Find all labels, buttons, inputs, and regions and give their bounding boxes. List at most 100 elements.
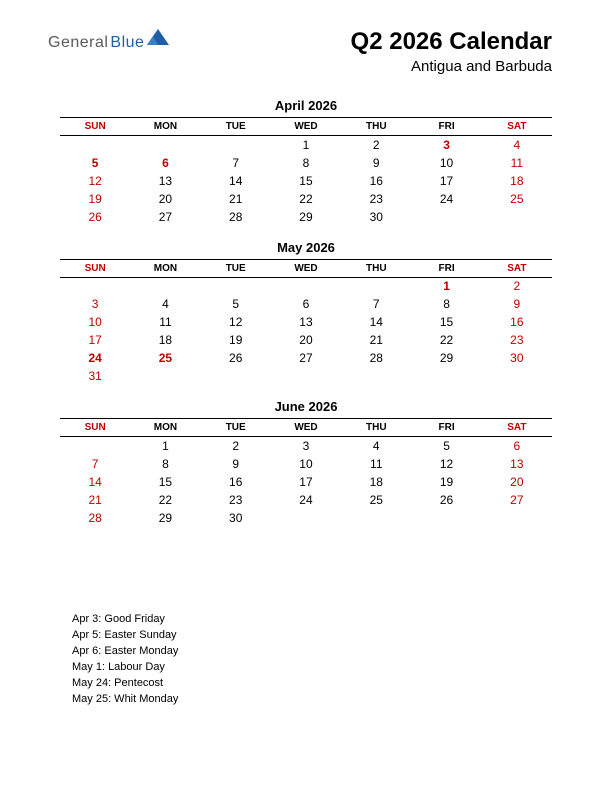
day-header: FRI	[411, 259, 481, 277]
calendar-cell: 31	[60, 367, 130, 385]
logo-text-blue: Blue	[110, 34, 144, 52]
calendar-cell	[271, 277, 341, 295]
calendar-cell: 11	[341, 455, 411, 473]
calendar-cell: 25	[482, 190, 552, 208]
calendar-cell: 16	[341, 172, 411, 190]
calendar-row: 17181920212223	[60, 331, 552, 349]
calendar-cell: 4	[482, 136, 552, 154]
calendar-cell: 17	[411, 172, 481, 190]
calendar-row: 24252627282930	[60, 349, 552, 367]
calendar-cell	[411, 509, 481, 527]
calendar-cell	[271, 509, 341, 527]
day-header: SAT	[482, 419, 552, 437]
calendar-cell: 3	[411, 136, 481, 154]
day-header: MON	[130, 118, 200, 136]
day-header: SUN	[60, 259, 130, 277]
month-block: June 2026SUNMONTUEWEDTHUFRISAT1234567891…	[60, 399, 552, 527]
calendar-row: 3456789	[60, 295, 552, 313]
day-header: WED	[271, 259, 341, 277]
calendar-row: 21222324252627	[60, 491, 552, 509]
calendar-cell: 11	[482, 154, 552, 172]
calendar-cell: 8	[130, 455, 200, 473]
calendar-cell: 22	[411, 331, 481, 349]
calendar-cell: 23	[482, 331, 552, 349]
holiday-entry: Apr 6: Easter Monday	[72, 644, 178, 660]
calendar-cell: 28	[201, 208, 271, 226]
calendar-cell: 24	[60, 349, 130, 367]
calendars-container: April 2026SUNMONTUEWEDTHUFRISAT123456789…	[60, 98, 552, 541]
calendar-cell: 10	[271, 455, 341, 473]
calendar-cell: 28	[60, 509, 130, 527]
calendar-cell: 26	[60, 208, 130, 226]
month-block: May 2026SUNMONTUEWEDTHUFRISAT12345678910…	[60, 240, 552, 386]
calendar-cell: 16	[482, 313, 552, 331]
calendar-cell: 2	[482, 277, 552, 295]
month-title: April 2026	[60, 98, 552, 113]
calendar-row: 123456	[60, 437, 552, 455]
calendar-cell: 6	[482, 437, 552, 455]
calendar-cell: 15	[411, 313, 481, 331]
calendar-cell: 17	[60, 331, 130, 349]
calendar-cell	[130, 277, 200, 295]
calendar-cell	[60, 136, 130, 154]
calendar-row: 31	[60, 367, 552, 385]
calendar-table: SUNMONTUEWEDTHUFRISAT1234567891011121314…	[60, 259, 552, 386]
day-header: SUN	[60, 419, 130, 437]
calendar-cell	[341, 367, 411, 385]
calendar-row: 19202122232425	[60, 190, 552, 208]
calendar-cell: 28	[341, 349, 411, 367]
calendar-cell: 9	[201, 455, 271, 473]
calendar-cell: 7	[341, 295, 411, 313]
calendar-cell: 24	[411, 190, 481, 208]
calendar-cell: 30	[482, 349, 552, 367]
calendar-cell: 14	[201, 172, 271, 190]
calendar-row: 14151617181920	[60, 473, 552, 491]
calendar-cell: 10	[60, 313, 130, 331]
calendar-cell: 4	[341, 437, 411, 455]
calendar-cell: 16	[201, 473, 271, 491]
calendar-cell: 21	[60, 491, 130, 509]
calendar-cell	[341, 509, 411, 527]
calendar-cell: 24	[271, 491, 341, 509]
calendar-cell: 14	[341, 313, 411, 331]
calendar-cell: 9	[341, 154, 411, 172]
calendar-cell: 11	[130, 313, 200, 331]
calendar-cell: 6	[130, 154, 200, 172]
day-header: SUN	[60, 118, 130, 136]
day-header: WED	[271, 419, 341, 437]
calendar-cell: 23	[201, 491, 271, 509]
calendar-cell: 29	[411, 349, 481, 367]
calendar-row: 1234	[60, 136, 552, 154]
header: Q2 2026 Calendar Antigua and Barbuda	[351, 28, 552, 75]
calendar-cell: 2	[201, 437, 271, 455]
calendar-row: 567891011	[60, 154, 552, 172]
calendar-cell: 7	[201, 154, 271, 172]
holiday-entry: Apr 3: Good Friday	[72, 612, 178, 628]
holiday-entry: Apr 5: Easter Sunday	[72, 628, 178, 644]
calendar-row: 2627282930	[60, 208, 552, 226]
calendar-cell: 12	[201, 313, 271, 331]
calendar-row: 10111213141516	[60, 313, 552, 331]
calendar-cell: 26	[201, 349, 271, 367]
calendar-cell: 3	[271, 437, 341, 455]
calendar-cell: 1	[130, 437, 200, 455]
calendar-cell	[60, 437, 130, 455]
calendar-cell: 8	[411, 295, 481, 313]
day-header: THU	[341, 259, 411, 277]
holiday-entry: May 1: Labour Day	[72, 660, 178, 676]
day-header: TUE	[201, 118, 271, 136]
calendar-cell: 14	[60, 473, 130, 491]
calendar-cell: 19	[411, 473, 481, 491]
calendar-cell: 19	[60, 190, 130, 208]
calendar-cell: 20	[482, 473, 552, 491]
day-header: MON	[130, 419, 200, 437]
calendar-cell	[60, 277, 130, 295]
calendar-cell: 1	[271, 136, 341, 154]
page-title: Q2 2026 Calendar	[351, 28, 552, 56]
calendar-cell: 15	[130, 473, 200, 491]
calendar-cell	[201, 136, 271, 154]
logo-text-general: General	[48, 34, 108, 52]
calendar-cell: 18	[482, 172, 552, 190]
day-header: TUE	[201, 419, 271, 437]
day-header: TUE	[201, 259, 271, 277]
